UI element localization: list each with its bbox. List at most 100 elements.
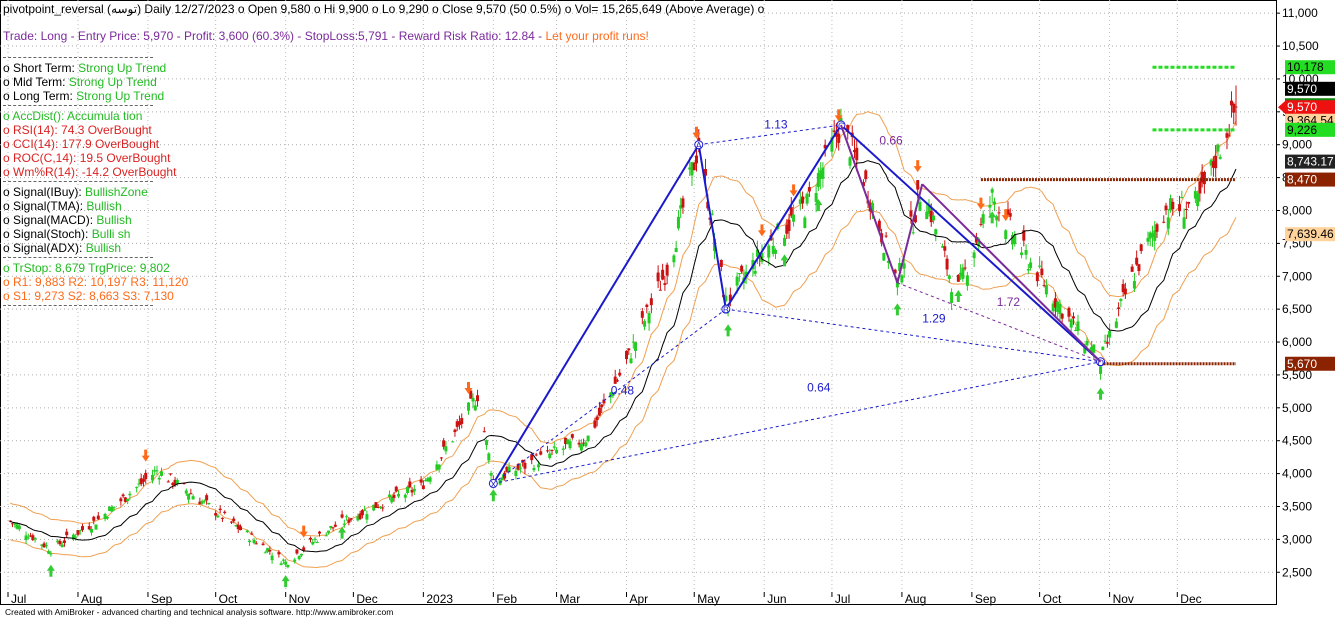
price-tag [1285, 227, 1335, 242]
candle-body [207, 503, 211, 505]
candle-body [805, 193, 809, 204]
divider [3, 105, 153, 106]
y-tick-label: 3,500 [1282, 499, 1312, 513]
candle-body [297, 555, 301, 560]
buy-arrow-icon [780, 254, 789, 267]
candle-body [17, 525, 21, 530]
candle-body [656, 272, 660, 282]
candle-body [783, 237, 787, 246]
candle-body [455, 421, 459, 427]
candle-body [293, 559, 297, 562]
buy-arrow-icon [489, 489, 498, 502]
candle-body [611, 393, 615, 396]
candle-body [347, 519, 351, 523]
candle-body [324, 535, 328, 537]
candle-body [453, 429, 457, 433]
candle-body [665, 264, 669, 276]
candle-body [329, 526, 333, 528]
pattern-ratio-label: 0.64 [807, 380, 831, 394]
x-tick-label: Sep [151, 592, 173, 606]
candle-body [1074, 330, 1078, 332]
candle-body [900, 275, 904, 283]
candle-body [1008, 213, 1012, 217]
candle-body [956, 274, 960, 282]
candle-body [387, 494, 391, 497]
candle-body [171, 483, 175, 486]
candle-body [94, 524, 98, 530]
candle-body [1101, 346, 1105, 350]
candle-body [846, 124, 850, 132]
candle-body [823, 144, 827, 149]
candle-body [150, 474, 154, 481]
candle-body [47, 551, 51, 554]
candle-body [934, 229, 938, 235]
indicator-roc: o ROC(C,14): 19.5 OverBought [3, 151, 171, 165]
candle-body [1200, 172, 1204, 183]
candle-body [918, 201, 922, 211]
candle-body [40, 544, 44, 546]
candle-body [550, 450, 554, 452]
x-tick-label: Oct [219, 592, 238, 606]
candle-body [1108, 330, 1112, 338]
candle-body [1013, 234, 1017, 245]
indicator-accdist: o AccDist(): Accumula tion [3, 109, 143, 123]
buy-arrow-icon [814, 199, 823, 212]
buy-arrow-icon [46, 564, 55, 577]
candle-body [1053, 298, 1057, 308]
candle-body [331, 527, 335, 529]
signal-ibuy: o Signal(IBuy): BullishZone [3, 185, 148, 199]
pattern-ratio-label: 1.29 [922, 311, 946, 325]
candle-body [286, 564, 290, 568]
candle-body [87, 526, 91, 530]
candle-body [837, 133, 841, 143]
candle-body [467, 402, 470, 411]
divider [3, 57, 153, 58]
candle-body [1135, 257, 1139, 265]
candle-body [308, 537, 312, 540]
candle-body [469, 390, 473, 399]
candle-body [141, 479, 145, 482]
candle-body [356, 515, 360, 521]
candle-body [1137, 264, 1141, 272]
pattern-ratio-label: 0.66 [879, 134, 903, 148]
candle-body [44, 545, 48, 547]
candle-body [1171, 201, 1175, 210]
candle-body [485, 440, 489, 446]
y-tick-label: 6,000 [1282, 335, 1312, 349]
price-tag [1285, 356, 1335, 371]
candle-body [615, 380, 619, 382]
candle-body [663, 283, 667, 285]
candle-body [33, 537, 37, 540]
candle-body [397, 494, 401, 497]
candle-body [1090, 347, 1094, 353]
candle-body [284, 561, 288, 565]
upper-band-line [10, 111, 1237, 537]
candle-body [787, 219, 791, 231]
sell-arrow-icon [834, 109, 843, 122]
pattern-point [721, 304, 731, 314]
y-tick-label: 9,000 [1282, 138, 1312, 152]
candle-body [428, 477, 432, 482]
candle-body [187, 493, 191, 500]
last-price-pointer-icon [1278, 100, 1286, 115]
price-tag-label: 9,570 [1287, 82, 1317, 96]
x-tick-label: Dec [356, 592, 377, 606]
candle-body [961, 267, 965, 279]
y-tick-label: 5,000 [1282, 401, 1312, 415]
candle-body [753, 270, 757, 274]
candle-body [137, 483, 141, 485]
candle-body [798, 199, 802, 204]
candle-body [451, 441, 455, 443]
candle-body [853, 149, 857, 153]
price-tag [1285, 122, 1335, 137]
candle-body [135, 487, 139, 489]
candle-body [365, 514, 369, 520]
candle-body [13, 523, 17, 525]
candle-body [360, 510, 364, 516]
candle-body [807, 187, 811, 192]
candle-body [437, 464, 441, 470]
candle-body [1099, 366, 1103, 374]
candle-body [403, 494, 407, 498]
candle-body [618, 372, 622, 376]
